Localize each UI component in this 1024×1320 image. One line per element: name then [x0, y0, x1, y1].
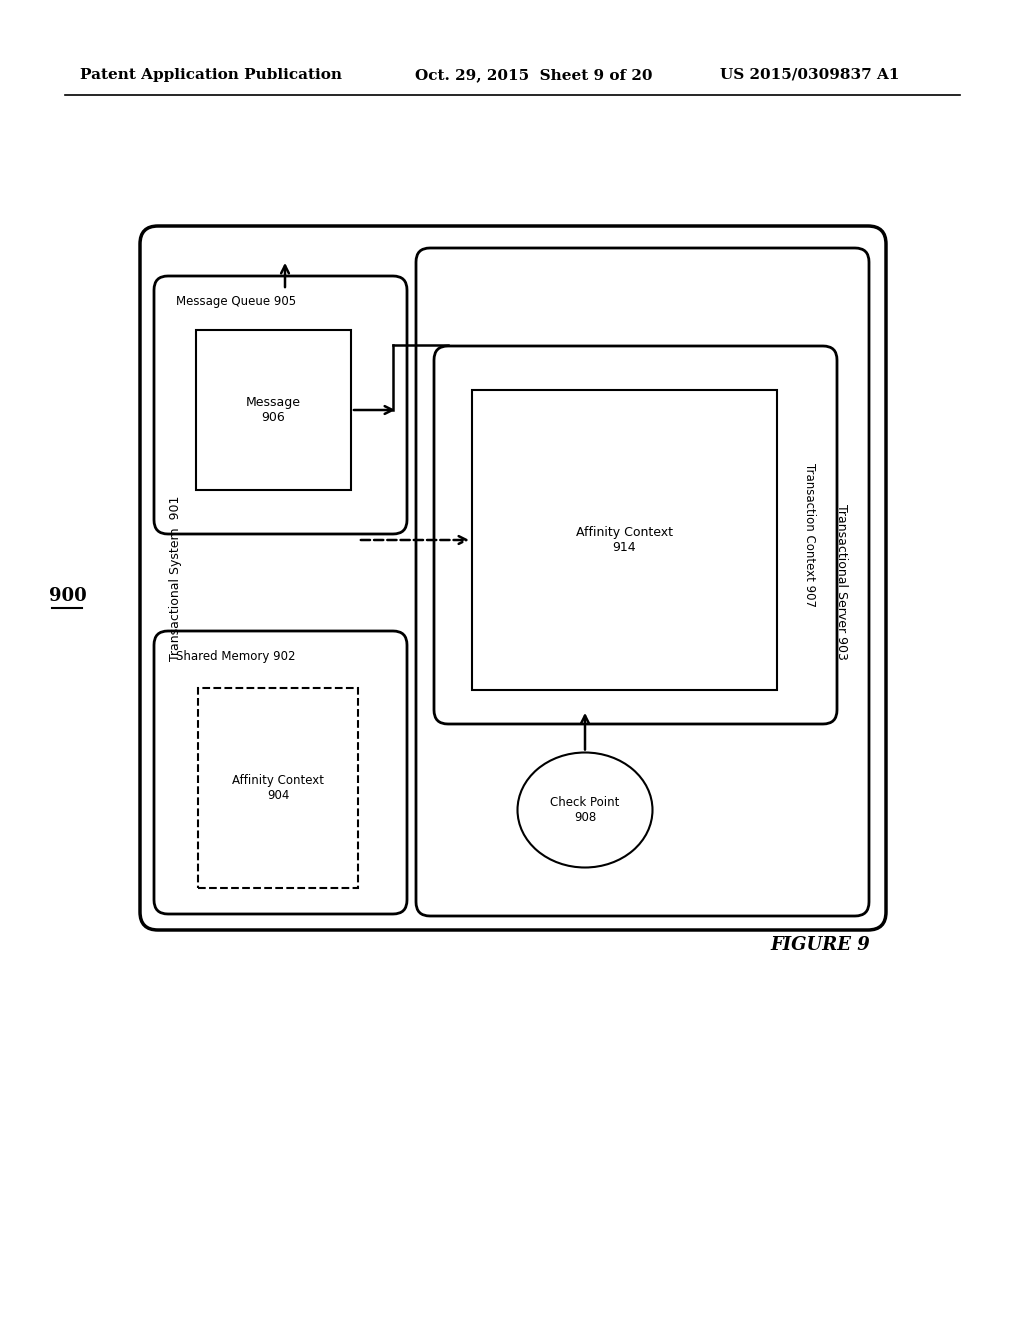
Text: Patent Application Publication: Patent Application Publication: [80, 69, 342, 82]
Bar: [198, 688, 358, 888]
Ellipse shape: [517, 752, 652, 867]
Bar: [196, 330, 351, 490]
FancyBboxPatch shape: [416, 248, 869, 916]
FancyBboxPatch shape: [434, 346, 837, 723]
Text: 900: 900: [49, 587, 87, 605]
Text: Affinity Context
914: Affinity Context 914: [575, 525, 673, 554]
Text: Affinity Context
904: Affinity Context 904: [232, 774, 324, 803]
Text: Check Point
908: Check Point 908: [550, 796, 620, 824]
Text: Transaction Context 907: Transaction Context 907: [803, 463, 815, 607]
Text: Message Queue 905: Message Queue 905: [176, 294, 296, 308]
Text: Shared Memory 902: Shared Memory 902: [176, 649, 296, 663]
Text: US 2015/0309837 A1: US 2015/0309837 A1: [720, 69, 899, 82]
Bar: [472, 389, 777, 690]
Text: FIGURE 9: FIGURE 9: [770, 936, 869, 954]
Text: Message
906: Message 906: [246, 396, 301, 424]
FancyBboxPatch shape: [140, 226, 886, 931]
FancyBboxPatch shape: [154, 276, 407, 535]
Text: Transactional System  901: Transactional System 901: [170, 495, 182, 661]
Text: Oct. 29, 2015  Sheet 9 of 20: Oct. 29, 2015 Sheet 9 of 20: [415, 69, 652, 82]
FancyBboxPatch shape: [154, 631, 407, 913]
Text: Transactional Server 903: Transactional Server 903: [835, 504, 848, 660]
